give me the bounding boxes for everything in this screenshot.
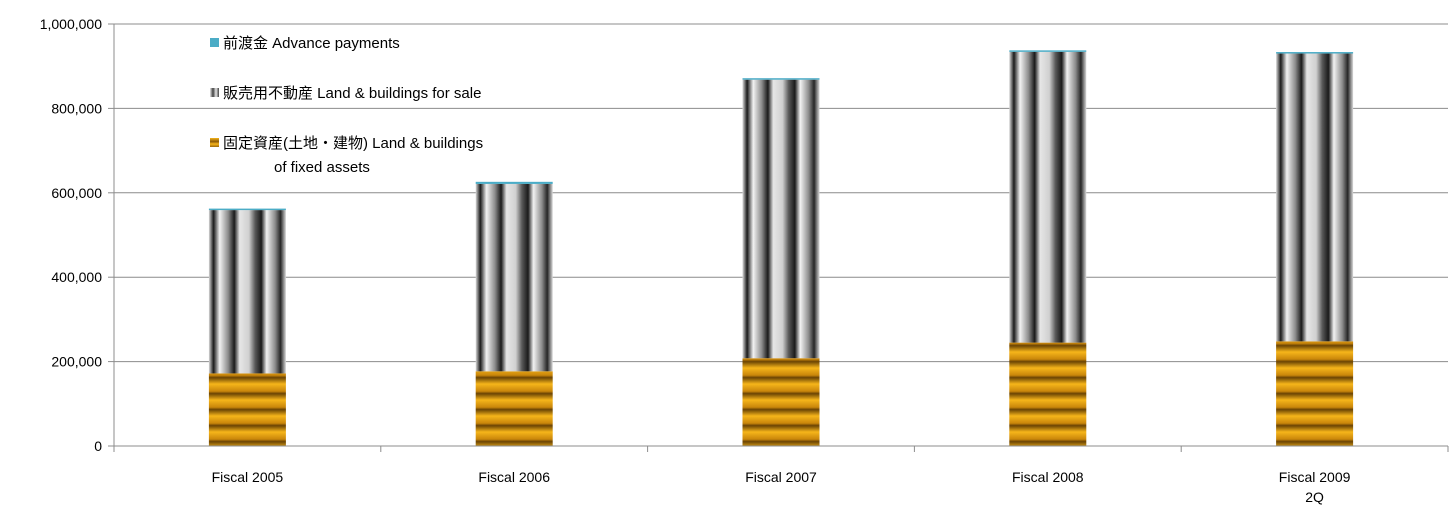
x-tick-label: Fiscal 2009 2Q — [1279, 469, 1351, 505]
x-tick-label: Fiscal 2006 — [478, 469, 550, 485]
bar-segment — [1009, 50, 1087, 52]
legend-label: 販売用不動産 Land & buildings for sale — [223, 85, 481, 102]
bar-segment — [1009, 342, 1087, 446]
y-tick-label: 0 — [94, 438, 102, 454]
x-axis — [113, 24, 1448, 447]
y-tick-label: 600,000 — [51, 185, 102, 201]
legend-label: 前渡金 Advance payments — [223, 35, 400, 52]
y-tick-label: 1,000,000 — [40, 16, 102, 32]
x-tick-label: Fiscal 2007 — [745, 469, 817, 485]
bar-segment — [1276, 341, 1354, 446]
legend-swatch — [210, 88, 219, 97]
legend: 前渡金 Advance payments 販売用不動産 Land & buildi… — [210, 35, 483, 176]
bar-segment — [742, 358, 820, 446]
y-tick-label: 800,000 — [51, 100, 102, 116]
x-tick-label: Fiscal 2008 — [1012, 469, 1084, 485]
y-tick-label: 200,000 — [51, 354, 102, 370]
bars — [208, 50, 1354, 446]
legend-label: 固定資産(土地・建物) Land & buildings — [223, 135, 483, 152]
legend-label: of fixed assets — [274, 159, 370, 176]
bar-segment — [742, 78, 820, 80]
bar-segment — [1276, 53, 1354, 342]
bar-segment — [475, 181, 553, 184]
bar-segment — [208, 373, 286, 446]
bar-segment — [208, 210, 286, 374]
x-axis-ticks: Fiscal 2005 Fiscal 2006 Fiscal 2007 Fiscal … — [113, 446, 1449, 505]
bar-segment — [1276, 52, 1354, 54]
x-tick-label: Fiscal 2005 — [212, 469, 284, 485]
bar-segment — [475, 371, 553, 446]
legend-swatch — [210, 138, 219, 147]
bar-segment — [475, 183, 553, 372]
bar-segment — [1009, 51, 1087, 343]
legend-swatch — [210, 38, 219, 47]
bar-segment — [208, 208, 286, 211]
y-tick-label: 400,000 — [51, 269, 102, 285]
bar-segment — [742, 79, 820, 359]
y-axis-ticks: 0 200,000 400,000 600,000 800,000 1,000,000 — [40, 16, 114, 454]
